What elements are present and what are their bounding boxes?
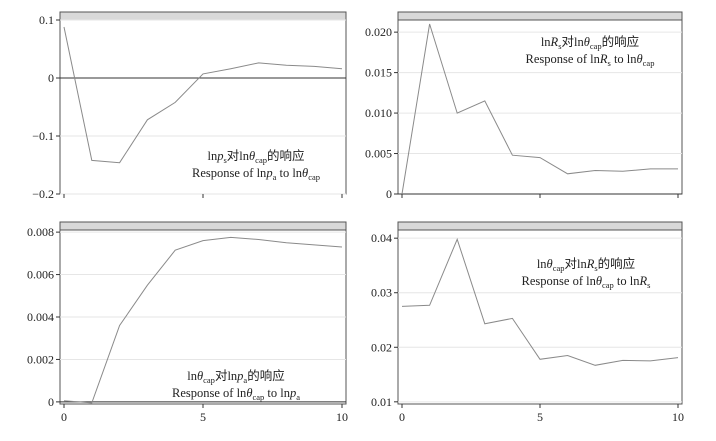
y-tick-label: 0.02 xyxy=(371,340,392,354)
response-line xyxy=(63,236,343,404)
y-tick-label: 0.004 xyxy=(27,310,54,324)
panel-header-strip xyxy=(59,11,347,21)
y-tick-label: 0 xyxy=(386,187,392,201)
y-tick-label: 0.008 xyxy=(27,225,54,239)
response-line xyxy=(401,237,679,366)
panel-header-strip xyxy=(397,11,683,21)
annotation-zh: lnRs对lnθcap的响应 xyxy=(541,34,639,51)
panel-header-strip xyxy=(59,221,347,231)
response-line xyxy=(63,26,343,164)
y-tick-label: 0 xyxy=(48,71,54,85)
y-tick-label: 0.002 xyxy=(27,352,54,366)
chart-panel-3: 0 0.002 0.004 0.006 0.008 0 5 10 lnθcap对lnpa的响应R… xyxy=(27,221,348,424)
annotation-zh: lnθcap对lnRs的响应 xyxy=(537,256,635,273)
panel-header-strip xyxy=(397,221,683,231)
plot-area xyxy=(397,19,683,195)
annotation-zh: lnps对lnθcap的响应 xyxy=(208,148,305,165)
y-tick-label: 0.020 xyxy=(365,25,392,39)
annotation-zh: lnθcap对lnpa的响应 xyxy=(187,368,284,385)
y-tick-label: −0.2 xyxy=(32,187,54,201)
y-tick-label: 0.005 xyxy=(365,147,392,161)
y-tick-label: −0.1 xyxy=(32,129,54,143)
x-tick-label: 0 xyxy=(61,410,67,424)
y-tick-label: 0.03 xyxy=(371,286,392,300)
chart-panel-4: 0.01 0.02 0.03 0.04 0 5 10 lnθcap对lnRs的响应Respon… xyxy=(371,221,684,424)
x-tick-label: 5 xyxy=(200,410,206,424)
x-tick-label: 0 xyxy=(399,410,405,424)
y-tick-label: 0 xyxy=(48,395,54,409)
y-tick-label: 0.010 xyxy=(365,106,392,120)
y-tick-label: 0.04 xyxy=(371,231,392,245)
y-tick-label: 0.1 xyxy=(39,13,54,27)
plot-area xyxy=(397,229,683,405)
y-tick-label: 0.015 xyxy=(365,66,392,80)
plot-area xyxy=(59,19,347,195)
chart-panel-2: 0 0.005 0.010 0.015 0.020 lnRs对lnθcap的响应Respo… xyxy=(365,11,683,201)
x-tick-label: 10 xyxy=(336,410,348,424)
annotation-en: Response of lnpa to lnθcap xyxy=(192,166,320,182)
response-line xyxy=(401,23,678,195)
x-tick-label: 5 xyxy=(537,410,543,424)
y-tick-label: 0.006 xyxy=(27,268,54,282)
annotation-en: Response of lnθcap to lnRs xyxy=(522,274,651,290)
annotation-en: Response of lnRs to lnθcap xyxy=(526,52,655,68)
annotation-en: Response of lnθcap to lnpa xyxy=(172,386,300,402)
y-tick-label: 0.01 xyxy=(371,395,392,409)
x-tick-label: 10 xyxy=(672,410,684,424)
